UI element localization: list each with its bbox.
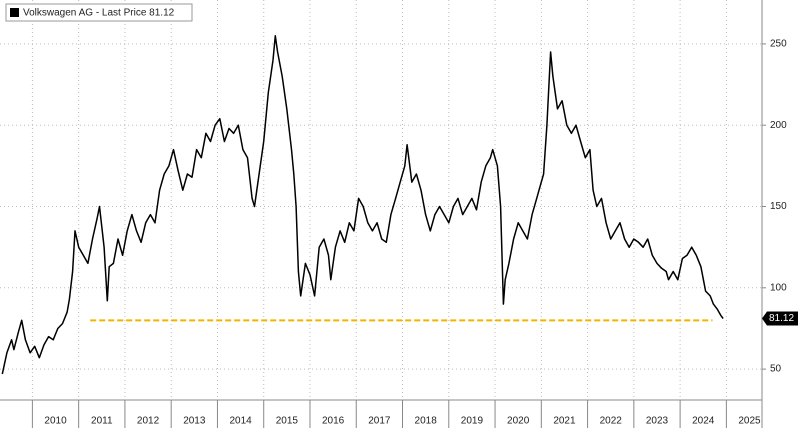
x-tick-label: 2019 [461,416,484,427]
x-tick-label: 2012 [137,416,160,427]
x-tick-label: 2020 [507,416,530,427]
last-price-box [762,311,798,326]
x-tick-label: 2022 [600,416,623,427]
x-tick-label: 2013 [183,416,206,427]
x-tick-label: 2016 [322,416,345,427]
last-price-tag: 81.12 [762,311,798,326]
legend-box [5,3,193,22]
x-tick-label: 2024 [692,416,715,427]
x-tick-label: 2011 [91,416,113,427]
x-tick-label: 2014 [229,416,252,427]
price-line [1,35,724,375]
x-tick-label: 2015 [276,416,299,427]
y-tick-label: 150 [770,201,787,212]
x-tick-label: 2010 [44,416,67,427]
x-tick-label: 2017 [368,416,391,427]
y-tick-label: 250 [770,39,787,50]
legend-swatch [10,8,19,17]
x-tick-label: 2025 [738,416,761,427]
x-tick-label: 2023 [646,416,669,427]
y-tick-label: 200 [770,120,787,131]
y-tick-label: 50 [770,364,782,375]
x-tick-label: 2018 [415,416,438,427]
legend-label: Volkswagen AG - Last Price 81.12 [23,8,175,19]
last-price-label: 81.12 [769,313,794,324]
legend: Volkswagen AG - Last Price 81.12 [5,3,193,22]
y-tick-label: 100 [770,282,787,293]
x-tick-label: 2021 [553,416,576,427]
